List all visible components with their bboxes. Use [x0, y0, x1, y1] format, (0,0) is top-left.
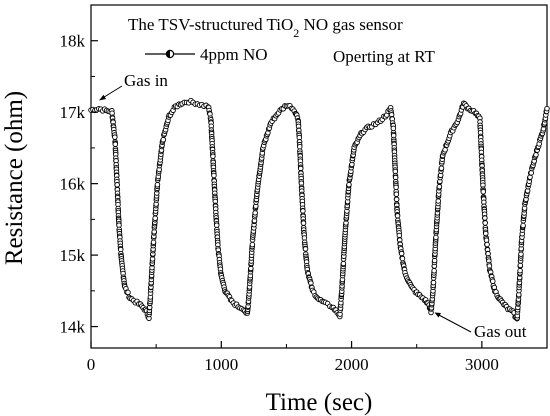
data-layer: [88, 97, 550, 322]
x-tick-label: 3000: [465, 355, 499, 374]
y-tick-label: 14k: [60, 318, 86, 337]
data-point: [393, 191, 400, 197]
data-point: [433, 234, 439, 241]
plot-frame: [90, 4, 548, 349]
x-tick-label: 0: [87, 355, 96, 374]
y-tick-label: 16k: [60, 175, 86, 194]
legend: 4ppm NO: [145, 45, 268, 64]
data-point: [160, 136, 166, 143]
data-point: [211, 172, 217, 179]
data-point: [393, 196, 400, 203]
data-point: [346, 181, 352, 188]
data-point: [517, 262, 524, 269]
data-point: [394, 213, 401, 219]
data-point: [490, 278, 496, 285]
legend-label: 4ppm NO: [200, 45, 268, 64]
data-point: [152, 215, 158, 221]
data-point: [398, 250, 405, 257]
gas-out-label: Gas out: [474, 322, 527, 341]
data-point: [154, 181, 161, 188]
x-tick-label: 1000: [204, 355, 238, 374]
y-axis-title: Resistance (ohm): [1, 91, 28, 265]
data-point: [528, 170, 535, 176]
data-point: [544, 105, 550, 112]
gas-in-arrow-head: [99, 94, 106, 101]
data-point: [480, 189, 487, 195]
data-point: [482, 220, 488, 226]
data-series: [88, 97, 550, 322]
data-point: [399, 255, 406, 262]
y-tick-label: 15k: [60, 246, 86, 265]
data-point: [249, 241, 256, 248]
gas-out-arrow-line: [436, 313, 472, 333]
data-point: [484, 241, 490, 248]
gas-out-annotation: Gas out: [434, 312, 527, 341]
data-point: [297, 143, 303, 150]
data-point: [520, 222, 526, 229]
gas-in-label: Gas in: [124, 71, 168, 90]
data-point: [340, 260, 347, 267]
data-point: [438, 165, 445, 171]
chart-title-main: The TSV-structured TiO: [128, 15, 293, 34]
gas-out-arrow-head: [434, 312, 441, 318]
y-tick-label: 18k: [60, 32, 86, 51]
data-point: [150, 239, 157, 245]
data-point: [430, 279, 437, 286]
data-point: [517, 267, 523, 274]
chart-title-subscript: 2: [293, 26, 299, 40]
data-point: [482, 215, 488, 221]
data-point: [112, 141, 119, 147]
x-axis-title: Time (sec): [266, 389, 373, 416]
y-tick-label: 17k: [60, 103, 86, 122]
gas-in-annotation: Gas in: [99, 71, 168, 101]
data-point: [442, 147, 448, 153]
legend-marker-half: [166, 50, 170, 58]
data-point: [300, 208, 306, 214]
data-point: [125, 289, 131, 296]
data-point: [302, 246, 309, 252]
data-point: [431, 268, 437, 274]
data-point: [533, 152, 539, 158]
data-point: [210, 153, 216, 160]
chart-title: The TSV-structured TiO2 NO gas sensor: [128, 15, 403, 40]
x-tick-label: 2000: [335, 355, 369, 374]
data-point: [436, 183, 443, 190]
ticks-layer: 0 1000 2000 3000 14k 15k 16k 17k 18k: [60, 4, 499, 374]
data-point: [112, 134, 118, 140]
plot-area-border: [90, 4, 548, 349]
data-point: [300, 220, 307, 226]
chart-title-rest: NO gas sensor: [299, 15, 403, 34]
condition-annotation: Operting at RT: [333, 47, 436, 66]
